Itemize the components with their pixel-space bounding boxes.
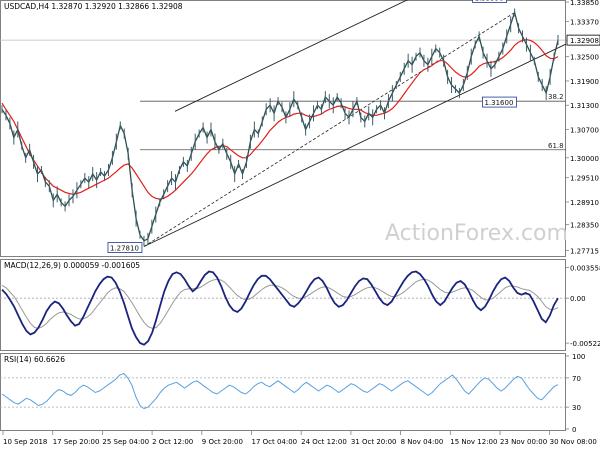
price-annotation-label: 1.33590 bbox=[475, 0, 504, 3]
current-price-box bbox=[566, 34, 600, 46]
price-y-tick-label: 1.30000 bbox=[570, 155, 599, 163]
price-y-tick-label: 1.32908 bbox=[570, 37, 599, 45]
price-annotations: 1.27810 1.33590 1.31600 bbox=[107, 0, 517, 253]
x-tick-label: 10 Sep 2018 bbox=[3, 438, 47, 446]
x-tick-label: 17 Sep 20:00 bbox=[53, 438, 100, 446]
price-series bbox=[1, 8, 559, 246]
rsi-y-axis: 100 70 30 0 bbox=[565, 353, 585, 434]
x-tick-label: 23 Nov 00:00 bbox=[500, 438, 547, 446]
price-y-tick-label: 1.27715 bbox=[570, 247, 599, 255]
macd-line bbox=[1, 270, 559, 346]
price-close-line bbox=[1, 10, 559, 242]
macd-panel-title: MACD(12,26,9) 0.000059 -0.001605 bbox=[4, 261, 140, 270]
price-annotation-box bbox=[472, 0, 508, 3]
price-panel-frame bbox=[0, 0, 566, 257]
x-tick-label: 24 Oct 12:00 bbox=[301, 438, 347, 446]
price-annotation-label: 1.31600 bbox=[484, 99, 513, 107]
x-tick-label: 15 Nov 12:00 bbox=[450, 438, 497, 446]
price-y-tick-label: 1.28910 bbox=[570, 199, 599, 207]
x-tick-label: 2 Oct 12:00 bbox=[152, 438, 193, 446]
price-y-axis: 1.33850 1.33370 1.32908 1.32500 1.31900 1.313… bbox=[565, 0, 600, 255]
x-tick-label: 9 Oct 20:00 bbox=[202, 438, 243, 446]
price-y-tick-label: 1.29510 bbox=[570, 175, 599, 183]
rsi-series bbox=[1, 372, 559, 410]
fib-level-label: 38.2 bbox=[548, 93, 564, 101]
x-tick-label: 8 Nov 04:00 bbox=[401, 438, 444, 446]
x-tick-label: 31 Oct 20:00 bbox=[351, 438, 397, 446]
macd-panel-frame bbox=[0, 259, 566, 351]
price-panel-title: USDCAD,H4 1.32870 1.32920 1.32866 1.3290… bbox=[4, 2, 183, 11]
macd-y-tick-label: 0.003558 bbox=[570, 265, 600, 273]
rsi-panel-frame bbox=[0, 353, 566, 431]
price-y-tick-label: 1.32500 bbox=[570, 54, 599, 62]
price-y-tick-label: 1.33850 bbox=[570, 0, 599, 7]
macd-y-axis: 0.003558 0.00 -0.005222 bbox=[565, 265, 600, 348]
rsi-y-tick-label: 0 bbox=[572, 426, 576, 434]
price-y-tick-label: 1.31300 bbox=[570, 102, 599, 110]
price-y-tick-label: 1.28350 bbox=[570, 222, 599, 230]
price-y-tick-label: 1.33370 bbox=[570, 18, 599, 26]
x-tick-label: 30 Nov 08:00 bbox=[550, 438, 597, 446]
channel-lower-line bbox=[143, 43, 567, 247]
price-annotation-label: 1.27810 bbox=[110, 244, 139, 252]
x-tick-label: 25 Sep 04:00 bbox=[102, 438, 149, 446]
macd-signal-line bbox=[1, 278, 559, 329]
macd-y-tick-label: 0.00 bbox=[570, 295, 586, 303]
x-tick-label: 17 Oct 04:00 bbox=[251, 438, 297, 446]
channel-center-line bbox=[143, 12, 515, 247]
price-annotation-box bbox=[482, 96, 517, 108]
rsi-panel-title: RSI(14) 60.6626 bbox=[4, 355, 65, 364]
rsi-y-tick-label: 30 bbox=[572, 404, 581, 412]
price-channel bbox=[143, 0, 567, 247]
watermark: ActionForex.com bbox=[385, 221, 568, 246]
channel-upper-line bbox=[174, 0, 409, 112]
price-y-tick-label: 1.30700 bbox=[570, 127, 599, 135]
rsi-line bbox=[1, 372, 559, 410]
rsi-y-tick-label: 100 bbox=[572, 353, 585, 361]
price-y-tick-label: 1.31900 bbox=[570, 78, 599, 86]
rsi-y-tick-label: 70 bbox=[572, 375, 581, 383]
price-annotation-box bbox=[107, 242, 143, 253]
macd-y-tick-label: -0.005222 bbox=[570, 340, 600, 348]
time-x-axis: 10 Sep 2018 17 Sep 20:00 25 Sep 04:00 2 Oct… bbox=[2, 431, 597, 446]
fib-level-label: 61.8 bbox=[548, 142, 564, 150]
macd-series bbox=[1, 270, 559, 346]
